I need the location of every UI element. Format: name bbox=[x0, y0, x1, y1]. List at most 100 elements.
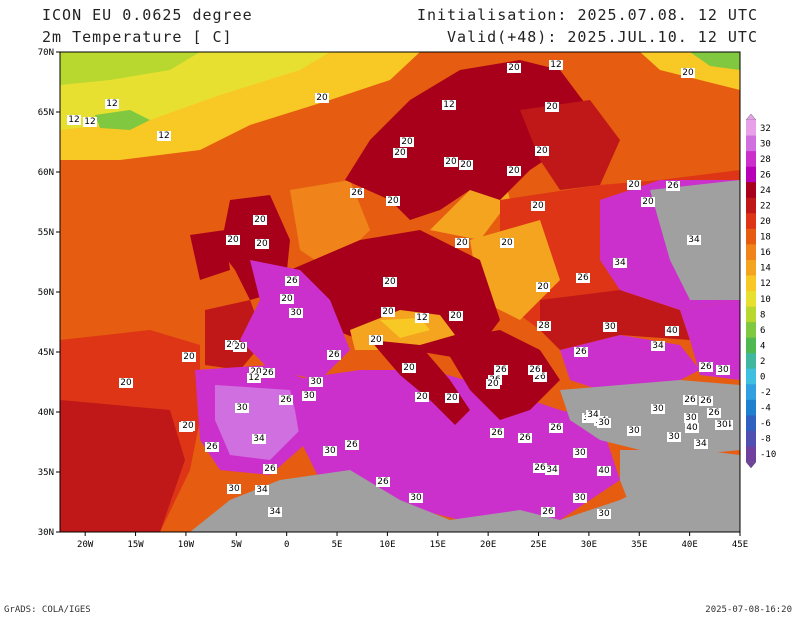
svg-text:20: 20 bbox=[546, 102, 558, 112]
contour-label: 20 bbox=[280, 294, 294, 304]
svg-text:20: 20 bbox=[401, 137, 413, 147]
lat-tick-label: 70N bbox=[38, 48, 54, 58]
contour-label: 20 bbox=[369, 335, 383, 345]
svg-text:20: 20 bbox=[416, 392, 428, 402]
lon-tick-label: 5W bbox=[231, 540, 242, 550]
lat-tick-label: 60N bbox=[38, 168, 54, 178]
colorbar-swatch bbox=[746, 213, 756, 230]
svg-text:26: 26 bbox=[280, 395, 292, 405]
svg-text:20: 20 bbox=[446, 393, 458, 403]
colorbar-swatch bbox=[746, 337, 756, 354]
svg-text:20: 20 bbox=[382, 307, 394, 317]
lat-tick-label: 35N bbox=[38, 468, 54, 478]
contour-label: 20 bbox=[486, 379, 500, 389]
colorbar-level-label: 2 bbox=[760, 357, 765, 367]
svg-text:30: 30 bbox=[310, 377, 322, 387]
svg-text:34: 34 bbox=[587, 410, 599, 420]
svg-text:20: 20 bbox=[536, 146, 548, 156]
svg-text:26: 26 bbox=[700, 396, 712, 406]
svg-text:12: 12 bbox=[248, 373, 259, 383]
contour-label: 34 bbox=[613, 258, 627, 268]
greenland-sea-zone bbox=[60, 52, 200, 85]
colorbar-level-label: 4 bbox=[760, 341, 765, 351]
colorbar-level-label: -8 bbox=[760, 435, 771, 445]
svg-text:20: 20 bbox=[394, 148, 406, 158]
contour-label: 26 bbox=[327, 350, 341, 360]
svg-text:34: 34 bbox=[256, 485, 268, 495]
svg-text:34: 34 bbox=[546, 465, 558, 475]
contour-label: 20 bbox=[182, 352, 196, 362]
biscay-hot-zone bbox=[205, 300, 265, 370]
contour-label: 20 bbox=[681, 68, 695, 78]
svg-text:26: 26 bbox=[667, 181, 679, 191]
contour-label: 20 bbox=[535, 146, 549, 156]
contour-label: 20 bbox=[386, 196, 400, 206]
contour-label: 26 bbox=[345, 440, 359, 450]
lat-tick-label: 40N bbox=[38, 408, 54, 418]
contour-label: 26 bbox=[699, 362, 713, 372]
svg-text:20: 20 bbox=[460, 160, 472, 170]
contour-label: 26 bbox=[576, 273, 590, 283]
colorbar-swatch bbox=[746, 244, 756, 261]
contour-label: 30 bbox=[597, 509, 611, 519]
svg-text:30: 30 bbox=[604, 322, 616, 332]
svg-text:20: 20 bbox=[227, 235, 239, 245]
map-field bbox=[60, 52, 740, 532]
caucasus-hot bbox=[680, 300, 740, 380]
svg-text:20: 20 bbox=[450, 311, 462, 321]
svg-text:30: 30 bbox=[236, 403, 248, 413]
contour-label: 34 bbox=[694, 439, 708, 449]
lon-tick-label: 25E bbox=[530, 540, 546, 550]
grads-credit: GrADS: COLA/IGES bbox=[4, 605, 91, 615]
svg-text:26: 26 bbox=[708, 408, 720, 418]
contour-label: 30 bbox=[302, 391, 316, 401]
contour-label: 30 bbox=[235, 403, 249, 413]
lon-tick-label: 0 bbox=[284, 540, 289, 550]
contour-label: 26 bbox=[528, 365, 542, 375]
contour-label: 34 bbox=[255, 485, 269, 495]
contour-label: 20 bbox=[225, 340, 239, 350]
svg-text:20: 20 bbox=[456, 238, 468, 248]
contour-label: 20 bbox=[315, 93, 329, 103]
colorbar-swatch bbox=[746, 120, 756, 136]
svg-text:26: 26 bbox=[700, 362, 712, 372]
contour-label: 34 bbox=[651, 341, 665, 351]
contour-label: 26 bbox=[261, 368, 275, 378]
colorbar-swatch bbox=[746, 151, 756, 167]
colorbar-swatch bbox=[746, 415, 756, 432]
svg-text:26: 26 bbox=[286, 276, 298, 286]
contour-label: 30 bbox=[309, 377, 323, 387]
contour-label: 20 bbox=[393, 148, 407, 158]
lon-tick-label: 15W bbox=[127, 540, 144, 550]
contour-label: 20 bbox=[455, 238, 469, 248]
svg-text:26: 26 bbox=[264, 464, 276, 474]
variable-title: 2m Temperature [ C] bbox=[42, 28, 233, 46]
contour-label: 12 bbox=[67, 115, 81, 125]
contour-label: 20 bbox=[381, 307, 395, 317]
latitude-axis: 70N 65N 60N 55N 50N 45N 40N 35N 30N bbox=[38, 48, 60, 538]
finland-land bbox=[520, 100, 620, 190]
contour-label: 20 bbox=[507, 63, 521, 73]
ukraine-land bbox=[540, 290, 690, 350]
svg-text:30: 30 bbox=[303, 391, 315, 401]
colorbar-top-arrow bbox=[745, 113, 757, 121]
svg-text:30: 30 bbox=[228, 484, 240, 494]
contour-label: 20 bbox=[181, 421, 195, 431]
svg-text:26: 26 bbox=[519, 433, 531, 443]
svg-text:20: 20 bbox=[537, 282, 549, 292]
svg-text:30: 30 bbox=[574, 493, 586, 503]
contour-label: 26 bbox=[541, 507, 555, 517]
svg-text:20: 20 bbox=[501, 238, 513, 248]
svg-text:26: 26 bbox=[351, 188, 363, 198]
svg-text:20: 20 bbox=[182, 421, 194, 431]
outside-domain-middle-east bbox=[620, 450, 740, 532]
svg-text:20: 20 bbox=[508, 63, 520, 73]
contour-label: 26 bbox=[279, 395, 293, 405]
lon-tick-label: 40E bbox=[681, 540, 697, 550]
colorbar-swatch bbox=[746, 322, 756, 338]
contour-label: 26 bbox=[350, 188, 364, 198]
svg-text:12: 12 bbox=[158, 131, 169, 141]
colorbar-swatch bbox=[746, 368, 756, 385]
colorbar-level-label: -2 bbox=[760, 388, 771, 398]
contour-label: 34 bbox=[268, 507, 282, 517]
